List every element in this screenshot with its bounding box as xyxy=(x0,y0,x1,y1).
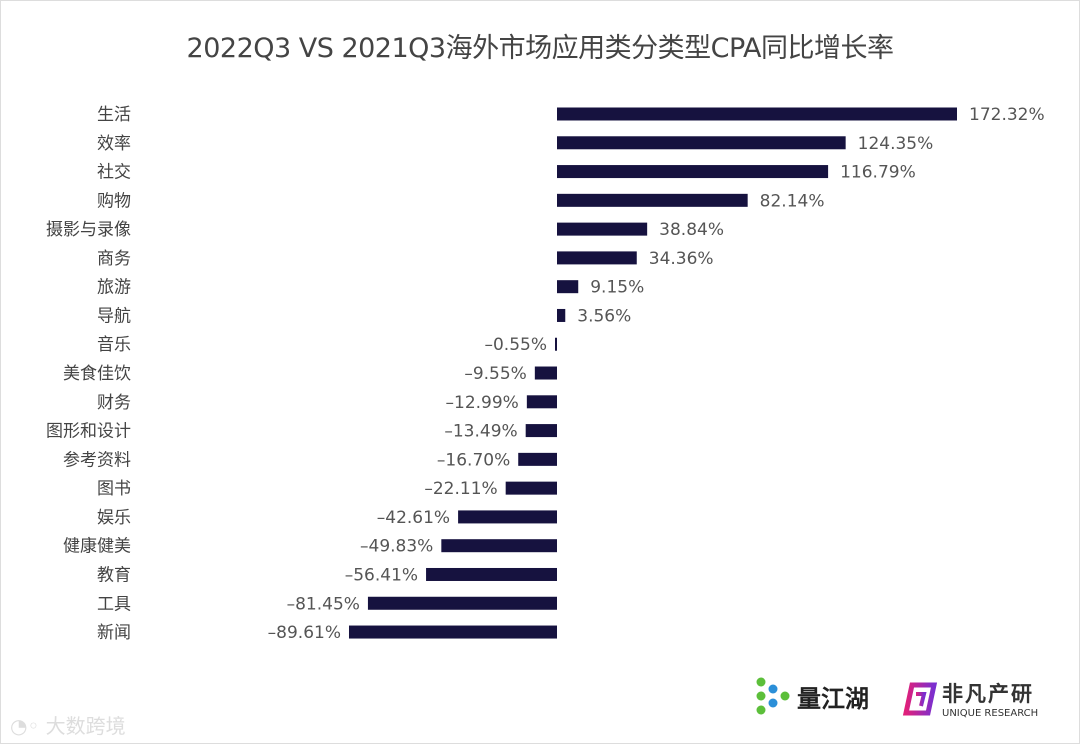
category-label: 摄影与录像 xyxy=(46,220,131,240)
category-label: 工具 xyxy=(97,594,131,614)
watermark-text: 大数跨境 xyxy=(45,714,126,738)
bar xyxy=(557,222,648,236)
data-label: –49.83% xyxy=(360,537,433,557)
category-label: 美食佳饮 xyxy=(63,364,131,384)
data-label: –22.11% xyxy=(424,479,497,499)
category-label: 旅游 xyxy=(97,278,131,298)
bar xyxy=(441,539,557,553)
data-label: –12.99% xyxy=(446,393,519,413)
bar xyxy=(534,366,557,380)
bar xyxy=(557,280,579,294)
bar xyxy=(557,136,846,150)
category-label: 教育 xyxy=(97,565,131,585)
bar xyxy=(557,251,637,265)
data-label: 34.36% xyxy=(649,249,714,269)
data-label: –0.55% xyxy=(484,335,547,355)
data-label: –9.55% xyxy=(464,364,527,384)
bar xyxy=(426,567,557,581)
data-label: –89.61% xyxy=(268,623,341,643)
unique-research-logo-cn: 非凡产研 xyxy=(942,682,1034,706)
bar xyxy=(348,625,557,639)
category-label: 导航 xyxy=(97,306,131,326)
category-label: 社交 xyxy=(97,163,131,183)
bar xyxy=(367,596,557,610)
category-label: 音乐 xyxy=(97,335,131,355)
data-label: 9.15% xyxy=(590,278,644,298)
bar xyxy=(557,165,829,179)
category-label: 健康健美 xyxy=(63,537,131,557)
category-label: 购物 xyxy=(97,191,131,211)
liangjianghu-logo-icon xyxy=(756,677,790,715)
data-label: –16.70% xyxy=(437,450,510,470)
category-label: 娱乐 xyxy=(97,508,131,528)
chart-title: 2022Q3 VS 2021Q3海外市场应用类分类型CPA同比增长率 xyxy=(186,33,894,64)
bar xyxy=(518,452,557,466)
bar xyxy=(526,395,557,409)
unique-research-logo-icon xyxy=(902,682,938,715)
data-label: –42.61% xyxy=(377,508,450,528)
liangjianghu-logo: 量江湖 xyxy=(755,676,869,716)
bar xyxy=(557,107,957,121)
watermark: ◔◦ 大数跨境 xyxy=(10,714,126,738)
bar xyxy=(555,337,557,351)
data-label: –13.49% xyxy=(444,422,517,442)
liangjianghu-logo-text: 量江湖 xyxy=(797,684,869,713)
unique-research-logo-en: UNIQUE RESEARCH xyxy=(942,708,1039,719)
bar xyxy=(458,510,557,524)
category-label: 图形和设计 xyxy=(46,422,131,442)
data-label: 38.84% xyxy=(659,220,724,240)
data-label: 172.32% xyxy=(969,105,1045,125)
category-label: 财务 xyxy=(97,393,131,413)
category-label: 生活 xyxy=(97,105,131,125)
bar xyxy=(505,481,557,495)
bar xyxy=(525,424,557,438)
bar xyxy=(557,308,566,322)
data-label: 82.14% xyxy=(760,191,825,211)
category-label: 商务 xyxy=(97,249,131,269)
data-label: 3.56% xyxy=(577,306,631,326)
category-label: 图书 xyxy=(97,479,131,499)
data-label: –81.45% xyxy=(287,594,360,614)
category-label: 参考资料 xyxy=(63,450,131,470)
bar xyxy=(557,193,748,207)
data-label: 124.35% xyxy=(858,134,934,154)
data-label: –56.41% xyxy=(345,565,418,585)
unique-research-logo: 非凡产研 UNIQUE RESEARCH xyxy=(902,678,1038,719)
category-label: 新闻 xyxy=(97,623,131,643)
category-label: 效率 xyxy=(97,134,131,154)
data-label: 116.79% xyxy=(840,163,916,183)
